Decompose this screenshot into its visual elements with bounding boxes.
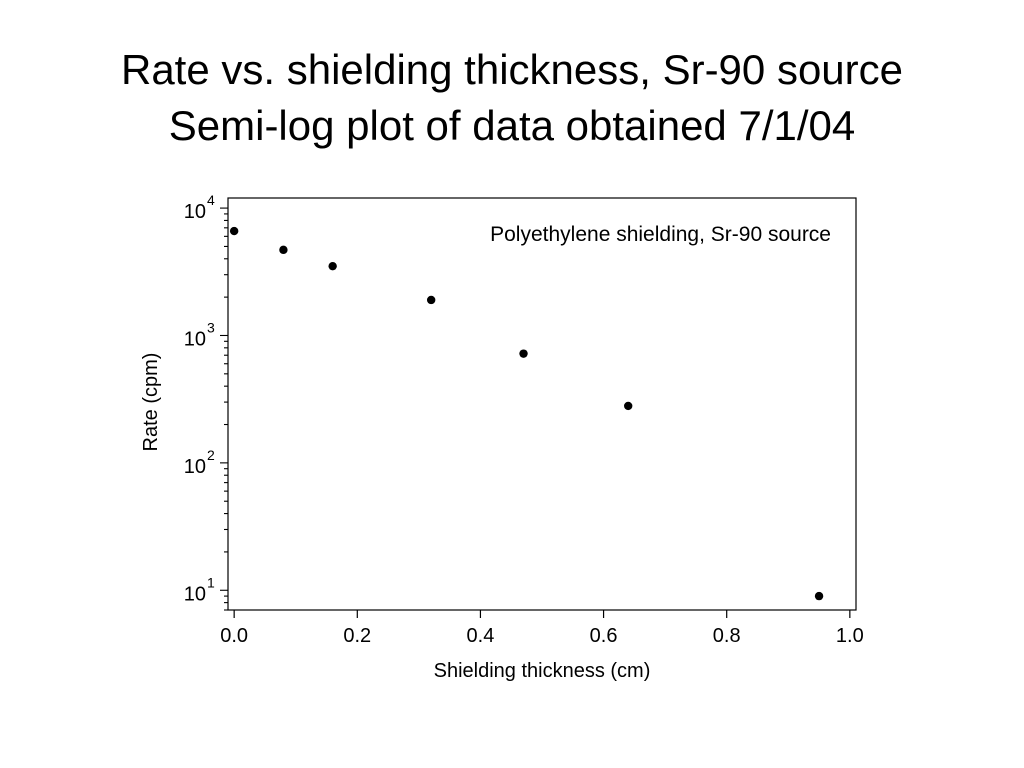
- x-tick-label: 0.8: [713, 625, 741, 647]
- plot-border: [227, 197, 857, 611]
- x-tick-label: 0.0: [220, 625, 248, 647]
- x-tick-label: 0.4: [467, 625, 495, 647]
- plot-frame: [227, 197, 857, 611]
- title-line-2: Semi-log plot of data obtained 7/1/04: [168, 102, 856, 149]
- x-axis-label: Shielding thickness (cm): [434, 660, 651, 682]
- y-tick-label: 10: [184, 201, 206, 223]
- y-tick-exponent: 3: [207, 319, 215, 335]
- x-tick-label: 1.0: [836, 625, 864, 647]
- chart-annotation: Polyethylene shielding, Sr-90 source: [490, 223, 831, 246]
- y-axis-label: Rate (cpm): [140, 353, 162, 452]
- data-point: [519, 349, 528, 358]
- data-point: [229, 226, 239, 236]
- data-point: [814, 591, 824, 601]
- data-point: [328, 261, 337, 271]
- x-axis: 0.0 0.2 0.4 0.6 0.8 1.0: [220, 610, 864, 647]
- x-tick-label: 0.6: [590, 625, 618, 647]
- data-point: [426, 295, 436, 305]
- data-points: [229, 226, 824, 601]
- y-tick-exponent: 1: [207, 574, 215, 590]
- x-tick-label: 0.2: [343, 625, 371, 647]
- y-tick-label: 10: [184, 456, 206, 478]
- y-tick-label: 10: [184, 328, 206, 350]
- slide-title: Rate vs. shielding thickness, Sr-90 sour…: [0, 42, 1024, 154]
- data-point: [279, 245, 288, 255]
- data-point: [623, 401, 633, 411]
- y-tick-exponent: 2: [207, 447, 215, 463]
- y-tick-exponent: 4: [207, 192, 215, 208]
- title-line-1: Rate vs. shielding thickness, Sr-90 sour…: [120, 46, 904, 93]
- y-tick-label: 10: [184, 583, 206, 605]
